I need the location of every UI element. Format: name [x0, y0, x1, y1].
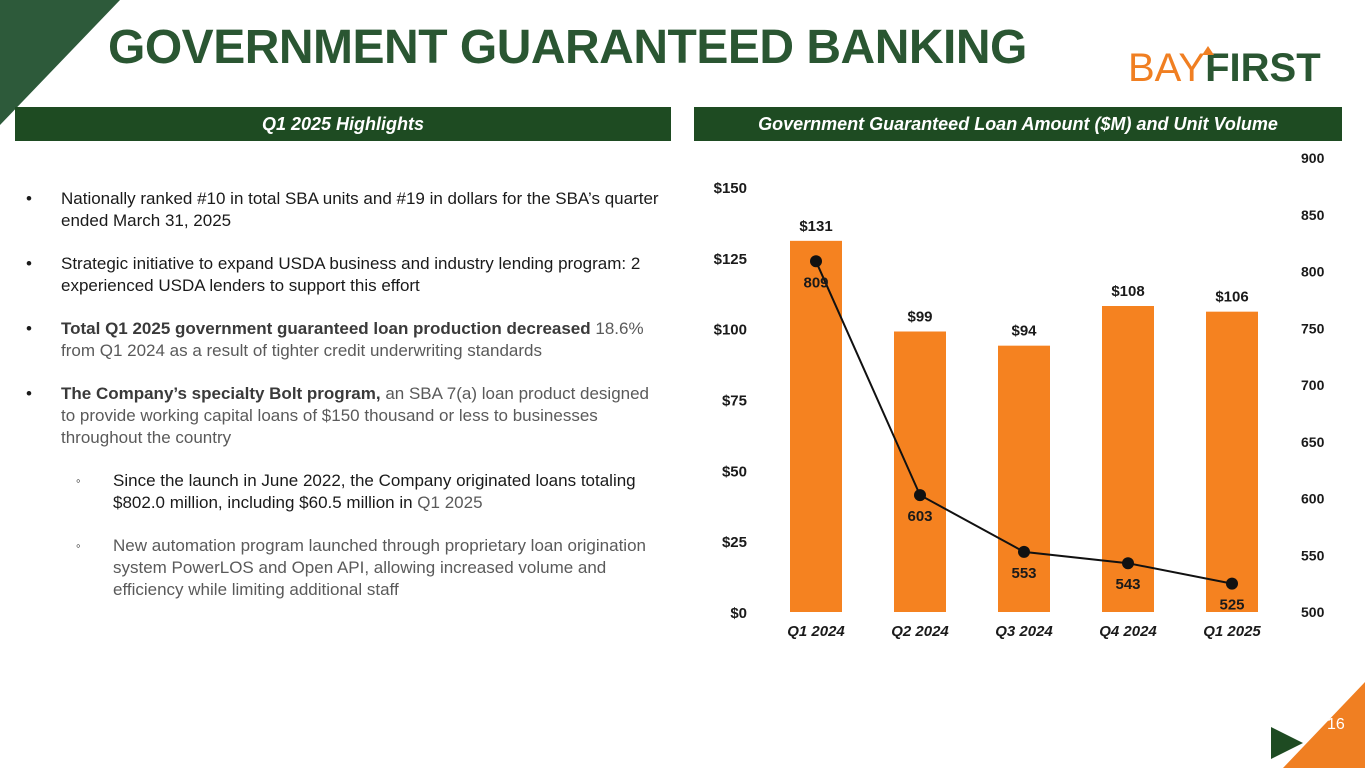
y-right-tick-label: 650 [1301, 434, 1325, 450]
bayfirst-logo: BAYFIRST [1128, 48, 1321, 88]
bullet-item: • Strategic initiative to expand USDA bu… [26, 253, 666, 297]
bullet-marker: • [26, 319, 32, 338]
y-right-tick-label: 850 [1301, 207, 1325, 223]
logo-accent-triangle [1202, 46, 1214, 55]
sub-bullet-text: New automation program launched through … [113, 536, 646, 599]
page-title: GOVERNMENT GUARANTEED BANKING [108, 21, 1027, 74]
bullet-item: • Total Q1 2025 government guaranteed lo… [26, 318, 666, 362]
unit-volume-point [810, 255, 822, 268]
unit-volume-point [1122, 557, 1134, 570]
bullet-text: 18.6% from Q1 2024 as a result of tighte… [61, 319, 644, 360]
bullet-item: • The Company’s specialty Bolt program, … [26, 383, 666, 449]
y-left-tick-label: $0 [730, 605, 747, 622]
corner-decoration-top-left [0, 0, 120, 125]
logo-part-bay: BAY [1128, 46, 1206, 90]
bar [894, 331, 946, 612]
bar-value-label: $108 [1111, 283, 1144, 300]
bullet-text: Nationally ranked #10 in total SBA units… [61, 189, 659, 230]
x-tick-label: Q3 2024 [995, 623, 1053, 640]
sub-bullet-item: ◦ Since the launch in June 2022, the Com… [26, 470, 666, 514]
bullet-text: an SBA 7(a) loan product designed to pro… [61, 384, 650, 447]
bar [1206, 311, 1258, 612]
y-right-tick-label: 700 [1301, 377, 1325, 393]
bullet-bold-text: The Company’s specialty Bolt program, [61, 384, 381, 403]
bar-value-label: $131 [799, 218, 832, 235]
loan-chart-svg: $0 $25 $50 $75 $100 $125 $150 500 550 600 650 700 75… [714, 150, 1325, 640]
y-left-tick-label: $125 [714, 251, 747, 268]
x-tick-label: Q2 2024 [891, 623, 949, 640]
page-number: 16 [1327, 716, 1345, 733]
arrow-decoration [1271, 727, 1303, 759]
bullet-bold-text: Total Q1 2025 government guaranteed loan… [61, 319, 591, 338]
bar-value-label: $99 [907, 309, 932, 326]
highlights-header: Q1 2025 Highlights [15, 107, 671, 141]
unit-volume-label: 603 [907, 508, 932, 525]
x-tick-label: Q1 2024 [787, 623, 845, 640]
loan-chart: $0 $25 $50 $75 $100 $125 $150 500 550 600 650 700 75… [694, 145, 1354, 660]
y-left-tick-label: $150 [714, 180, 747, 197]
y-left-tick-label: $100 [714, 322, 747, 339]
bullet-marker: • [26, 384, 32, 403]
bar [998, 345, 1050, 612]
y-right-tick-label: 750 [1301, 320, 1325, 336]
sub-bullet-marker: ◦ [76, 473, 81, 488]
bullet-text: Strategic initiative to expand USDA busi… [61, 254, 641, 295]
logo-part-first: FIRST [1205, 46, 1321, 90]
y-right-tick-label: 800 [1301, 264, 1325, 280]
sub-bullet-grey-text: Q1 2025 [412, 493, 483, 512]
sub-bullet-text: Since the launch in June 2022, the Compa… [113, 471, 636, 512]
y-right-tick-label: 900 [1301, 150, 1325, 166]
unit-volume-label: 525 [1219, 597, 1244, 614]
x-tick-label: Q1 2025 [1203, 623, 1261, 640]
y-left-tick-label: $25 [722, 534, 747, 551]
unit-volume-point [914, 489, 926, 502]
y-right-tick-label: 600 [1301, 491, 1325, 507]
y-right-tick-label: 550 [1301, 547, 1325, 563]
bar-value-label: $94 [1011, 323, 1037, 340]
y-left-tick-label: $75 [722, 393, 747, 410]
unit-volume-label: 553 [1011, 565, 1036, 582]
sub-bullet-item: ◦ New automation program launched throug… [26, 535, 666, 601]
bar [790, 240, 842, 612]
x-tick-label: Q4 2024 [1099, 623, 1157, 640]
unit-volume-point [1226, 577, 1238, 590]
bullet-marker: • [26, 254, 32, 273]
y-right-tick-label: 500 [1301, 604, 1325, 620]
unit-volume-point [1018, 545, 1030, 558]
bullet-item: • Nationally ranked #10 in total SBA uni… [26, 188, 666, 232]
unit-volume-label: 809 [803, 274, 828, 291]
sub-bullet-marker: ◦ [76, 538, 81, 553]
y-left-tick-label: $50 [722, 463, 747, 480]
unit-volume-label: 543 [1115, 576, 1140, 593]
chart-header: Government Guaranteed Loan Amount ($M) a… [694, 107, 1342, 141]
bullet-marker: • [26, 189, 32, 208]
highlights-list: • Nationally ranked #10 in total SBA uni… [26, 188, 666, 622]
bar-value-label: $106 [1215, 289, 1248, 306]
